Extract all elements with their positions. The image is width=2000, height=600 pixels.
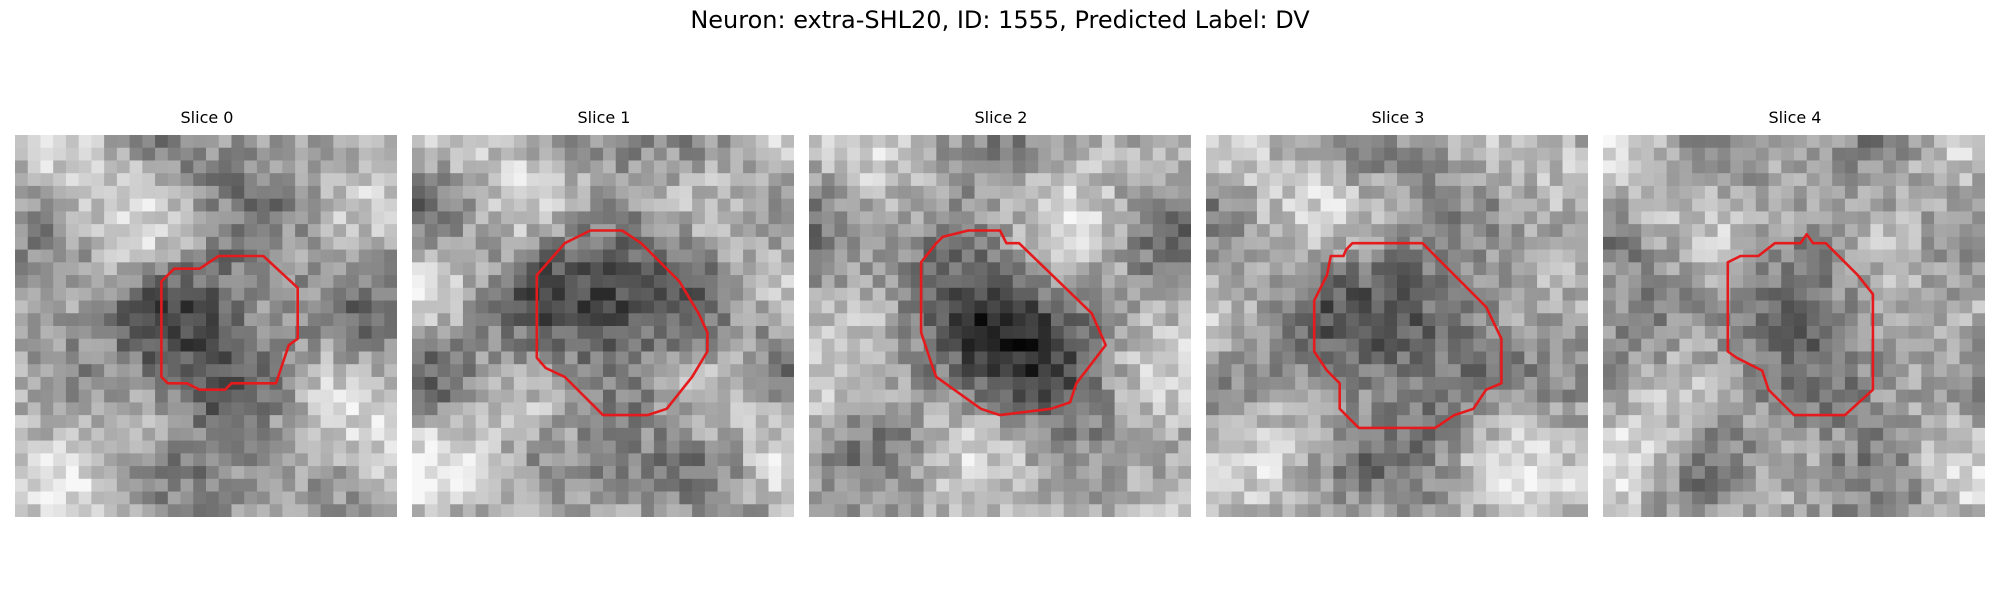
slice-title-1: Slice 1 [577, 108, 631, 127]
slice-svg-0 [15, 135, 397, 517]
slice-image-4 [1603, 135, 1985, 517]
slice-title-2: Slice 2 [974, 108, 1028, 127]
slice-pixels-4 [1603, 135, 1985, 517]
slice-image-2 [809, 135, 1191, 517]
slice-title-0: Slice 0 [180, 108, 234, 127]
slice-pixels-2 [809, 135, 1191, 517]
slice-svg-2 [809, 135, 1191, 517]
slice-image-3 [1206, 135, 1588, 517]
slice-panel-2: Slice 2 [809, 108, 1193, 517]
slice-panel-0: Slice 0 [15, 108, 399, 517]
slice-pixels-1 [412, 135, 794, 517]
slice-pixels-3 [1206, 135, 1588, 517]
slice-svg-3 [1206, 135, 1588, 517]
slice-title-4: Slice 4 [1768, 108, 1822, 127]
roi-contour-1 [535, 229, 709, 417]
roi-contour-4 [1726, 233, 1875, 417]
slice-image-1 [412, 135, 794, 517]
roi-contour-2 [919, 229, 1108, 417]
figure-title: Neuron: extra-SHL20, ID: 1555, Predicted… [690, 6, 1310, 34]
slice-image-0 [15, 135, 397, 517]
slice-panel-1: Slice 1 [412, 108, 796, 517]
roi-contour-0 [160, 254, 300, 391]
roi-contour-3 [1312, 241, 1503, 430]
slice-svg-1 [412, 135, 794, 517]
slice-panel-3: Slice 3 [1206, 108, 1590, 517]
slice-pixels-0 [15, 135, 397, 517]
slice-svg-4 [1603, 135, 1985, 517]
slice-panel-4: Slice 4 [1603, 108, 1987, 517]
slice-title-3: Slice 3 [1371, 108, 1425, 127]
